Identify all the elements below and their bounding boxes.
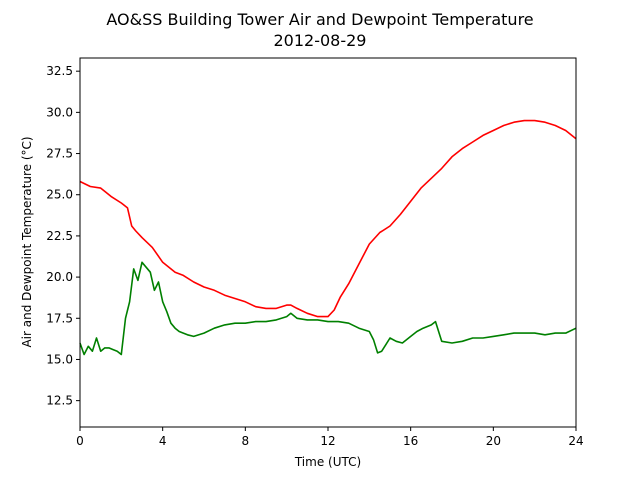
y-tick-label: 17.5	[46, 311, 73, 325]
x-axis-ticks: 0 4 8 12 16 20 24	[76, 427, 584, 448]
y-tick-label: 27.5	[46, 147, 73, 161]
y-tick-label: 32.5	[46, 64, 73, 78]
y-tick-label: 25.0	[46, 188, 73, 202]
y-axis-ticks: 12.5 15.0 17.5 20.0 22.5 25.0 27.5 30.0 32.5	[46, 64, 80, 408]
plot-lines	[79, 119, 577, 356]
series-line-1	[79, 261, 577, 356]
x-tick-label: 4	[159, 434, 167, 448]
x-tick-label: 0	[76, 434, 84, 448]
y-tick-label: 12.5	[46, 394, 73, 408]
y-tick-label: 22.5	[46, 229, 73, 243]
chart-title: AO&SS Building Tower Air and Dewpoint Te…	[106, 10, 533, 29]
plot-frame	[79, 57, 577, 428]
x-tick-label: 20	[486, 434, 501, 448]
x-tick-label: 12	[320, 434, 335, 448]
y-tick-label: 20.0	[46, 270, 73, 284]
series-line-0	[79, 119, 577, 318]
x-axis-label: Time (UTC)	[294, 455, 361, 469]
x-tick-label: 16	[403, 434, 418, 448]
y-tick-label: 15.0	[46, 352, 73, 366]
x-tick-label: 24	[568, 434, 583, 448]
x-tick-label: 8	[242, 434, 250, 448]
y-axis-label: Air and Dewpoint Temperature (°C)	[20, 136, 34, 347]
chart-subtitle: 2012-08-29	[274, 31, 367, 50]
y-tick-label: 30.0	[46, 105, 73, 119]
